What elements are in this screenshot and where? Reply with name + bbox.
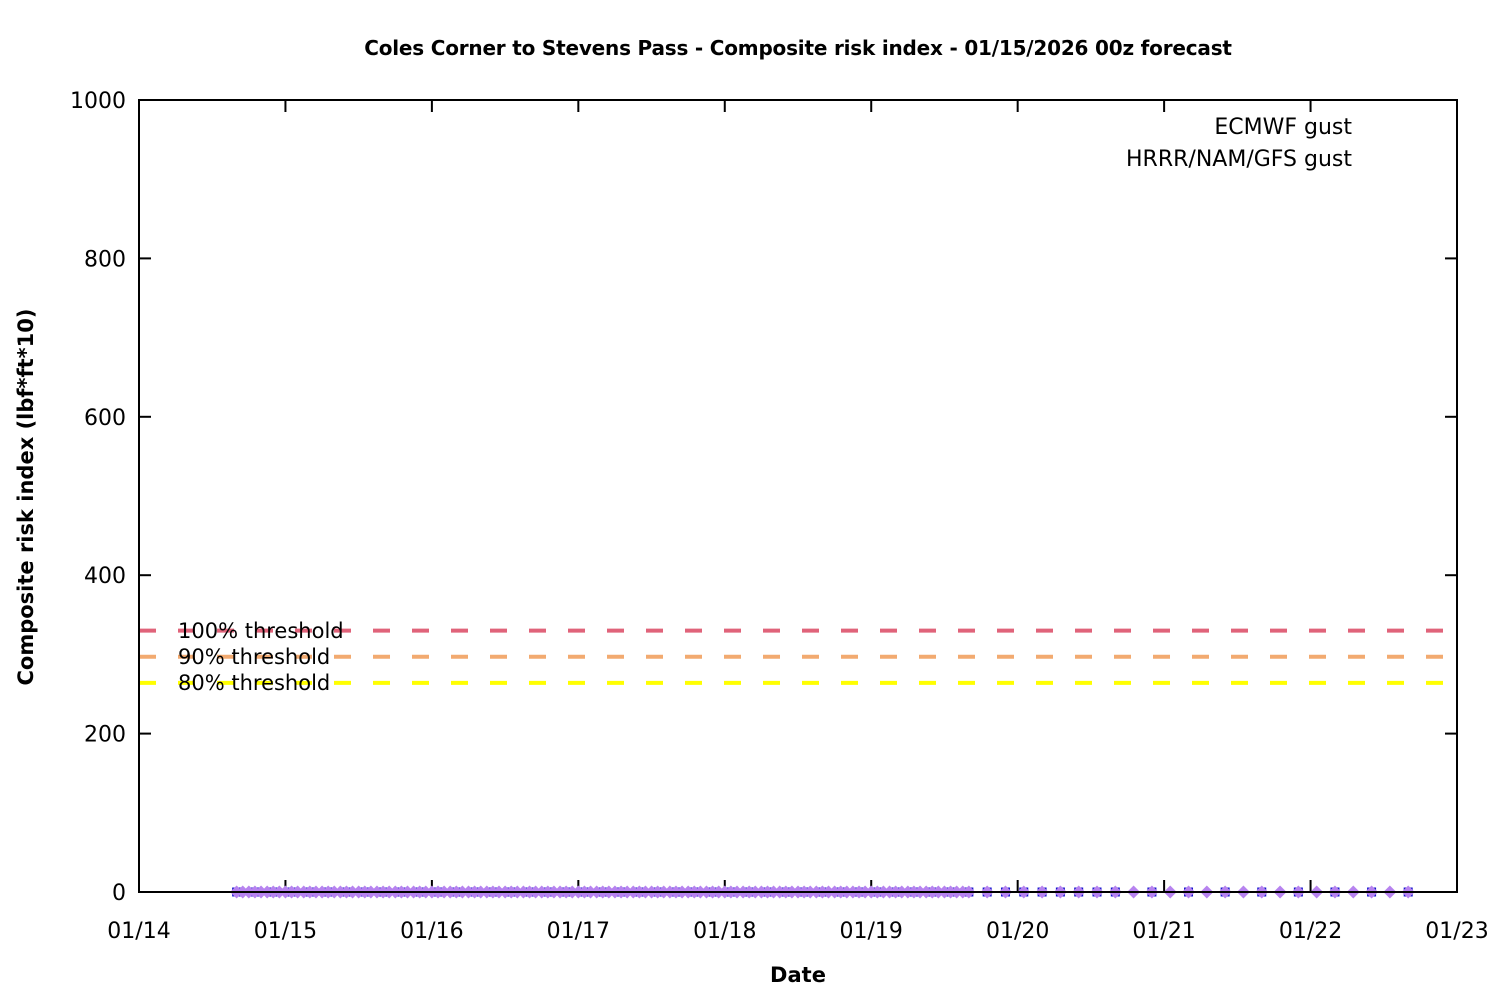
x-tick-label: 01/18	[693, 919, 756, 944]
y-tick-label: 200	[84, 723, 126, 748]
x-tick-label: 01/17	[547, 919, 610, 944]
chart-title: Coles Corner to Stevens Pass - Composite…	[364, 36, 1232, 60]
square-marker-icon	[1388, 121, 1400, 133]
legend: ECMWF gust HRRR/NAM/GFS gust	[1126, 111, 1400, 175]
diamond-marker-icon	[1388, 153, 1400, 165]
threshold-label-100: 100% threshold	[178, 618, 344, 643]
threshold-label-80: 80% threshold	[178, 670, 331, 695]
legend-label-ecmwf: ECMWF gust	[1214, 114, 1352, 140]
y-tick-label: 600	[84, 406, 126, 431]
legend-row-hrrr-nam-gfs: HRRR/NAM/GFS gust	[1126, 143, 1400, 175]
legend-row-ecmwf: ECMWF gust	[1126, 111, 1400, 143]
y-axis-label: Composite risk index (lbf*ft*10)	[14, 308, 38, 686]
threshold-label-90: 90% threshold	[178, 644, 331, 669]
x-tick-label: 01/23	[1425, 919, 1488, 944]
x-tick-label: 01/14	[107, 919, 170, 944]
y-tick-label: 1000	[70, 89, 126, 114]
x-tick-label: 01/20	[986, 919, 1049, 944]
x-axis-label: Date	[770, 963, 826, 987]
plot-border	[138, 99, 1458, 893]
y-tick-label: 800	[84, 247, 126, 272]
x-tick-label: 01/19	[840, 919, 903, 944]
legend-label-hrrr-nam-gfs: HRRR/NAM/GFS gust	[1126, 146, 1352, 172]
y-tick-label: 0	[112, 881, 126, 906]
y-tick-label: 400	[84, 564, 126, 589]
x-tick-label: 01/15	[254, 919, 317, 944]
x-tick-label: 01/22	[1279, 919, 1342, 944]
x-tick-label: 01/21	[1132, 919, 1195, 944]
x-tick-label: 01/16	[400, 919, 463, 944]
